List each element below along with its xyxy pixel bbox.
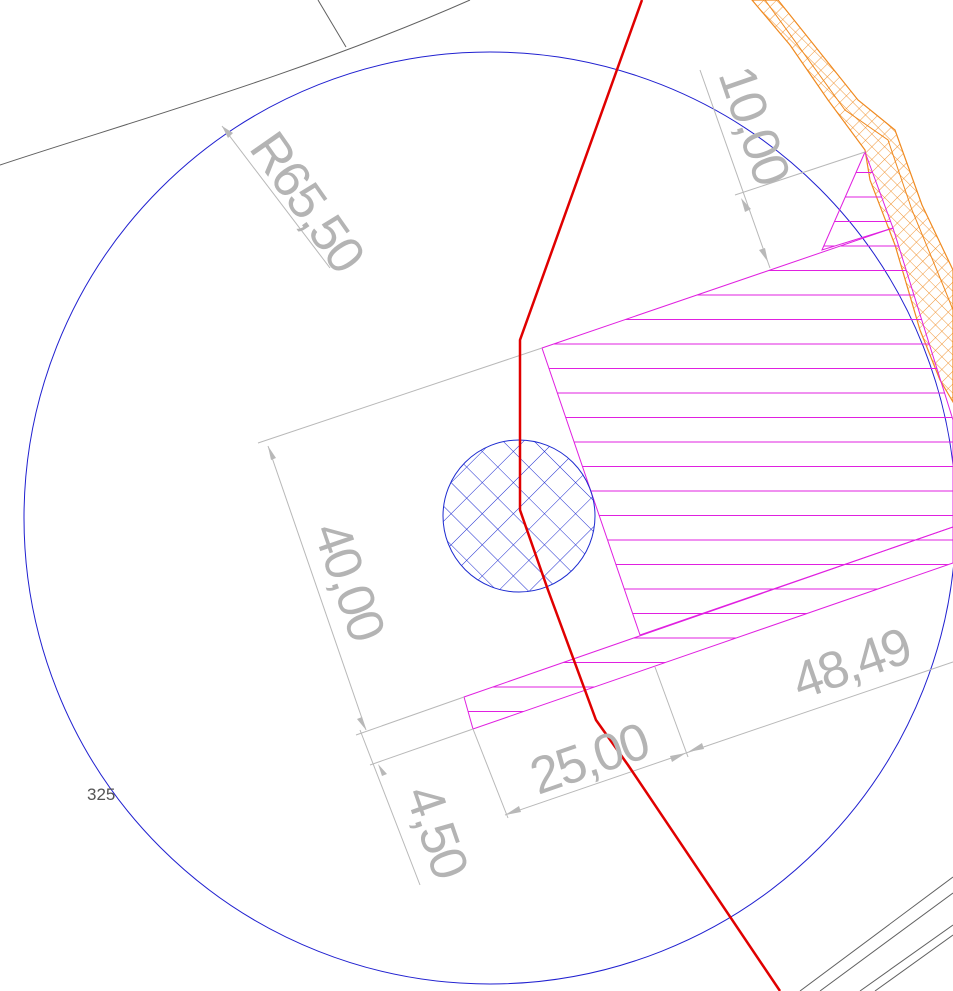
gap-ext-bottom [369, 728, 474, 766]
magenta-main-block [541, 227, 953, 636]
height-arrow-top [268, 446, 276, 460]
width-short-ext-left [472, 728, 509, 819]
radius-circle [23, 51, 953, 985]
offset-top-label: 10,00 [707, 59, 801, 192]
height-arrow-bottom [357, 717, 366, 730]
offset-ext-line-top [699, 69, 771, 269]
height-ext-top [257, 347, 543, 444]
width-short-dim-line [504, 752, 687, 816]
radius-leader [221, 125, 331, 269]
road-line-d [874, 934, 953, 991]
point-number-label: 325 [87, 785, 115, 804]
gap-dim-line [359, 729, 421, 886]
gap-arrow [378, 764, 387, 776]
width-long-dim-line [685, 661, 953, 754]
height-ext-bottom [355, 696, 465, 736]
road-line-a [799, 876, 953, 991]
offset-arrow [741, 198, 751, 212]
width-short-label: 25,00 [523, 712, 656, 806]
width-long-arrow-left [688, 743, 704, 752]
road-line-b [819, 892, 953, 991]
offset-arrow-bottom [759, 248, 768, 262]
radius-arrow [222, 126, 233, 138]
height-dim-line [267, 445, 367, 731]
red-alignment-line [518, 0, 782, 991]
boundary-line [317, 0, 347, 48]
width-short-ext-right [654, 666, 689, 758]
dimension-lines [221, 69, 953, 886]
offset-ext-line [734, 151, 866, 196]
magenta-hatched-area [463, 150, 953, 730]
width-long-label: 48,49 [785, 617, 918, 711]
height-label: 40,00 [302, 515, 396, 648]
gap-label: 4,50 [394, 778, 479, 885]
boundary-arc [0, 0, 471, 166]
width-short-arrow-right [670, 753, 686, 762]
width-short-arrow-left [505, 806, 521, 815]
radius-label: R65,50 [238, 122, 375, 283]
road-line-c [859, 924, 953, 991]
magenta-lower-strip [463, 526, 953, 730]
magenta-triangle [821, 150, 894, 251]
